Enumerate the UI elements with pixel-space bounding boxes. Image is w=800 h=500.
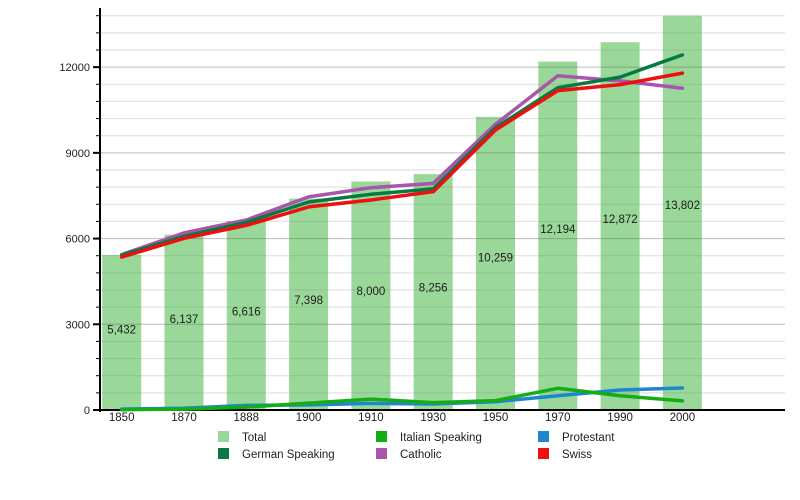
total-bar	[164, 234, 204, 410]
bar-value-label: 6,137	[170, 314, 199, 326]
x-tick-label: 1950	[483, 412, 509, 424]
bar-value-label: 12,872	[603, 214, 638, 226]
bar-value-label: 6,616	[232, 307, 261, 319]
x-tick-label: 1910	[358, 412, 384, 424]
total-bar	[226, 220, 266, 410]
total-bar	[413, 174, 453, 410]
y-tick-label: 0	[84, 405, 90, 417]
legend-item: Total	[218, 431, 266, 444]
legend-swatch-protestant	[538, 431, 549, 442]
total-bar	[538, 61, 578, 410]
legend-swatch-italian-speaking	[376, 431, 387, 442]
legend-item: Italian Speaking	[376, 431, 482, 444]
total-bar	[662, 15, 702, 411]
y-tick-label: 12000	[59, 62, 90, 74]
total-bar	[476, 116, 515, 410]
bar-value-label: 8,000	[357, 286, 386, 298]
total-bar	[289, 198, 329, 410]
x-tick-label: 1930	[420, 412, 446, 424]
series-line-german-speaking	[119, 53, 685, 257]
legend-label: Protestant	[562, 432, 615, 444]
x-tick-label: 1970	[545, 412, 571, 424]
legend-swatch-german-speaking	[218, 448, 229, 459]
legend-item: German Speaking	[218, 448, 335, 461]
series-line-swiss	[119, 71, 685, 259]
x-tick-label: 1990	[607, 412, 633, 424]
series-line-italian-speaking	[119, 386, 685, 412]
total-bar	[102, 254, 142, 410]
bar-value-label: 12,194	[540, 224, 576, 236]
y-tick-label: 6000	[66, 234, 90, 246]
legend-label: Italian Speaking	[400, 432, 482, 444]
x-tick-label: 1888	[234, 412, 260, 424]
total-bar	[600, 42, 640, 410]
legend-swatch-catholic	[376, 448, 387, 459]
x-tick-label: 2000	[670, 412, 696, 424]
series-line-catholic	[119, 73, 685, 257]
legend-label: Catholic	[400, 449, 442, 461]
legend-item: Swiss	[538, 448, 592, 461]
y-tick-label: 9000	[66, 148, 90, 160]
legend-item: Catholic	[376, 448, 442, 461]
x-tick-label: 1900	[296, 412, 322, 424]
legend-swatch-swiss	[538, 448, 549, 459]
bar-value-label: 5,432	[107, 324, 136, 336]
bar-value-label: 7,398	[294, 295, 323, 307]
legend-swatch-total	[218, 431, 229, 442]
legend-label: Swiss	[562, 449, 592, 461]
total-bar	[351, 181, 391, 410]
legend-item: Protestant	[538, 431, 615, 444]
x-tick-label: 1870	[171, 412, 197, 424]
legend-label: German Speaking	[242, 449, 335, 461]
bar-value-label: 8,256	[419, 282, 448, 294]
bar-value-label: 13,802	[665, 200, 700, 212]
y-tick-label: 3000	[66, 319, 90, 331]
bar-value-label: 10,259	[478, 253, 513, 265]
legend-label: Total	[242, 432, 266, 444]
x-tick-label: 1850	[109, 412, 135, 424]
series-line-protestant	[119, 386, 685, 411]
